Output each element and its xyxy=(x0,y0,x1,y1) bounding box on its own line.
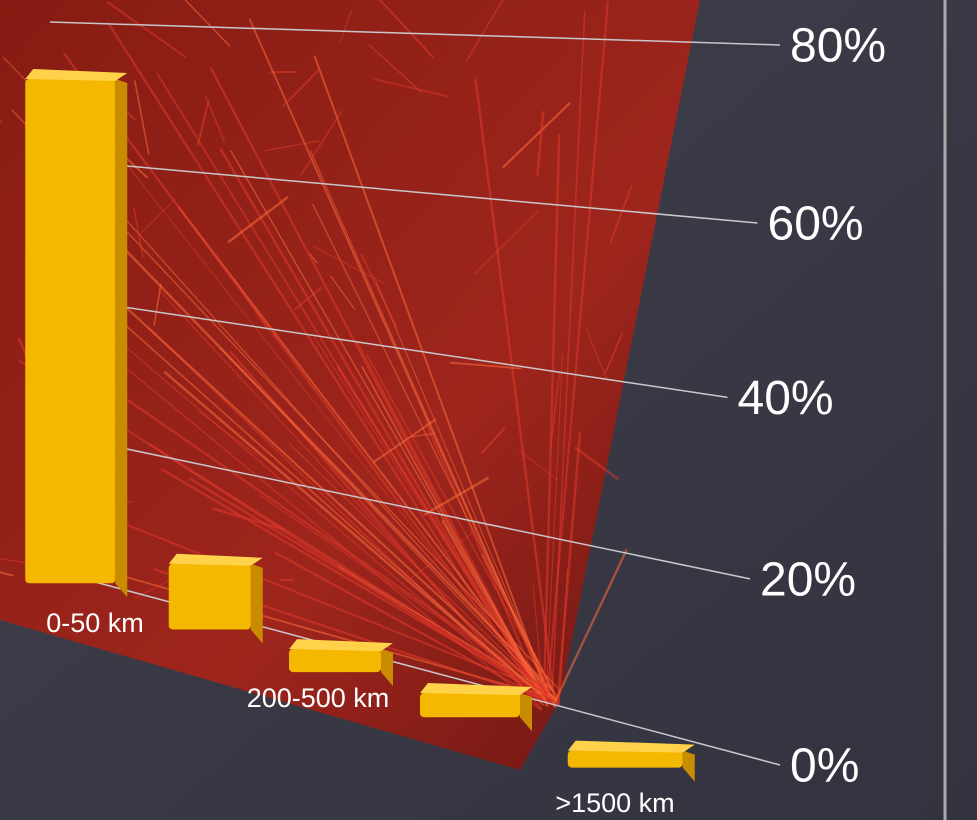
network-line xyxy=(156,72,542,696)
network-line xyxy=(163,370,542,696)
bar xyxy=(168,563,251,630)
network-line xyxy=(553,548,628,704)
network-line xyxy=(57,311,541,711)
network-line xyxy=(300,110,343,176)
network-line xyxy=(374,78,449,98)
network-line xyxy=(339,9,353,43)
network-line xyxy=(480,427,506,454)
bar-side xyxy=(381,649,393,687)
bar-top xyxy=(289,639,393,652)
bar-top xyxy=(25,68,128,81)
y-tick-label: 80% xyxy=(790,20,886,73)
network-line xyxy=(52,494,549,694)
network-line xyxy=(113,237,553,691)
network-line xyxy=(410,432,436,438)
network-line xyxy=(188,477,549,697)
network-line xyxy=(604,332,624,374)
network-line xyxy=(308,253,318,264)
network-line xyxy=(584,326,608,380)
network-line xyxy=(518,449,559,481)
bar xyxy=(420,693,520,718)
y-tick-label: 0% xyxy=(790,740,859,793)
network-line xyxy=(423,476,490,516)
bar xyxy=(25,78,116,584)
network-line xyxy=(502,102,571,169)
network-line xyxy=(532,584,544,691)
network-line xyxy=(545,1,610,707)
bar-side xyxy=(250,563,263,644)
network-line xyxy=(474,78,557,708)
network-line xyxy=(313,55,551,700)
network-line xyxy=(574,446,619,481)
bar-top xyxy=(168,553,263,566)
network-line xyxy=(449,361,522,370)
network-line xyxy=(474,210,540,275)
y-tick-label: 60% xyxy=(768,198,864,251)
network-line xyxy=(132,207,144,258)
network-line xyxy=(330,275,356,310)
plot: 0% 20% 40% 60% 80% 0-50 km 200-500 km >1500 km xyxy=(25,20,886,818)
network-line xyxy=(407,529,477,581)
network-line xyxy=(0,558,33,565)
network-line xyxy=(441,519,549,707)
network-line xyxy=(137,198,177,237)
grid-line xyxy=(49,158,758,224)
bar-side xyxy=(115,78,128,598)
bar xyxy=(289,649,381,673)
network-line xyxy=(274,551,545,702)
network-line xyxy=(62,52,550,705)
network-line xyxy=(219,347,558,702)
grid-line xyxy=(49,21,781,46)
network-line xyxy=(312,203,555,694)
bar-side xyxy=(682,750,695,782)
network-line xyxy=(542,133,561,697)
network-line xyxy=(368,43,423,94)
network-line xyxy=(372,418,437,464)
bar-top xyxy=(420,683,532,696)
network-line xyxy=(264,140,320,152)
network-line xyxy=(282,69,320,107)
network-line xyxy=(106,1,187,59)
bar xyxy=(567,750,683,768)
network-line xyxy=(556,432,582,705)
network-line xyxy=(133,80,150,155)
bar-top xyxy=(567,740,695,753)
bar-side xyxy=(520,693,532,732)
network-line xyxy=(229,150,544,694)
network-line xyxy=(184,0,231,47)
x-tick-label: 200-500 km xyxy=(247,683,390,713)
network-line xyxy=(378,0,434,58)
network-line xyxy=(153,283,162,327)
network-line xyxy=(536,111,545,176)
grid-line xyxy=(49,295,728,399)
network-line xyxy=(60,352,551,693)
network-line xyxy=(425,422,544,697)
network-line xyxy=(160,467,553,700)
network-line xyxy=(59,79,556,708)
grid-line xyxy=(49,432,751,580)
network-line xyxy=(0,571,15,577)
network-line xyxy=(219,148,543,698)
y-tick-label: 20% xyxy=(760,554,856,607)
network-line xyxy=(360,253,398,328)
network-line xyxy=(68,297,545,707)
x-tick-label: >1500 km xyxy=(555,788,674,818)
network-line xyxy=(609,185,633,243)
network-line xyxy=(465,0,504,63)
x-tick-label: 0-50 km xyxy=(46,608,144,638)
y-tick-label: 40% xyxy=(738,372,834,425)
network-line xyxy=(293,286,323,311)
network-line xyxy=(196,99,210,146)
network-line xyxy=(227,195,289,244)
network-line xyxy=(288,442,560,705)
